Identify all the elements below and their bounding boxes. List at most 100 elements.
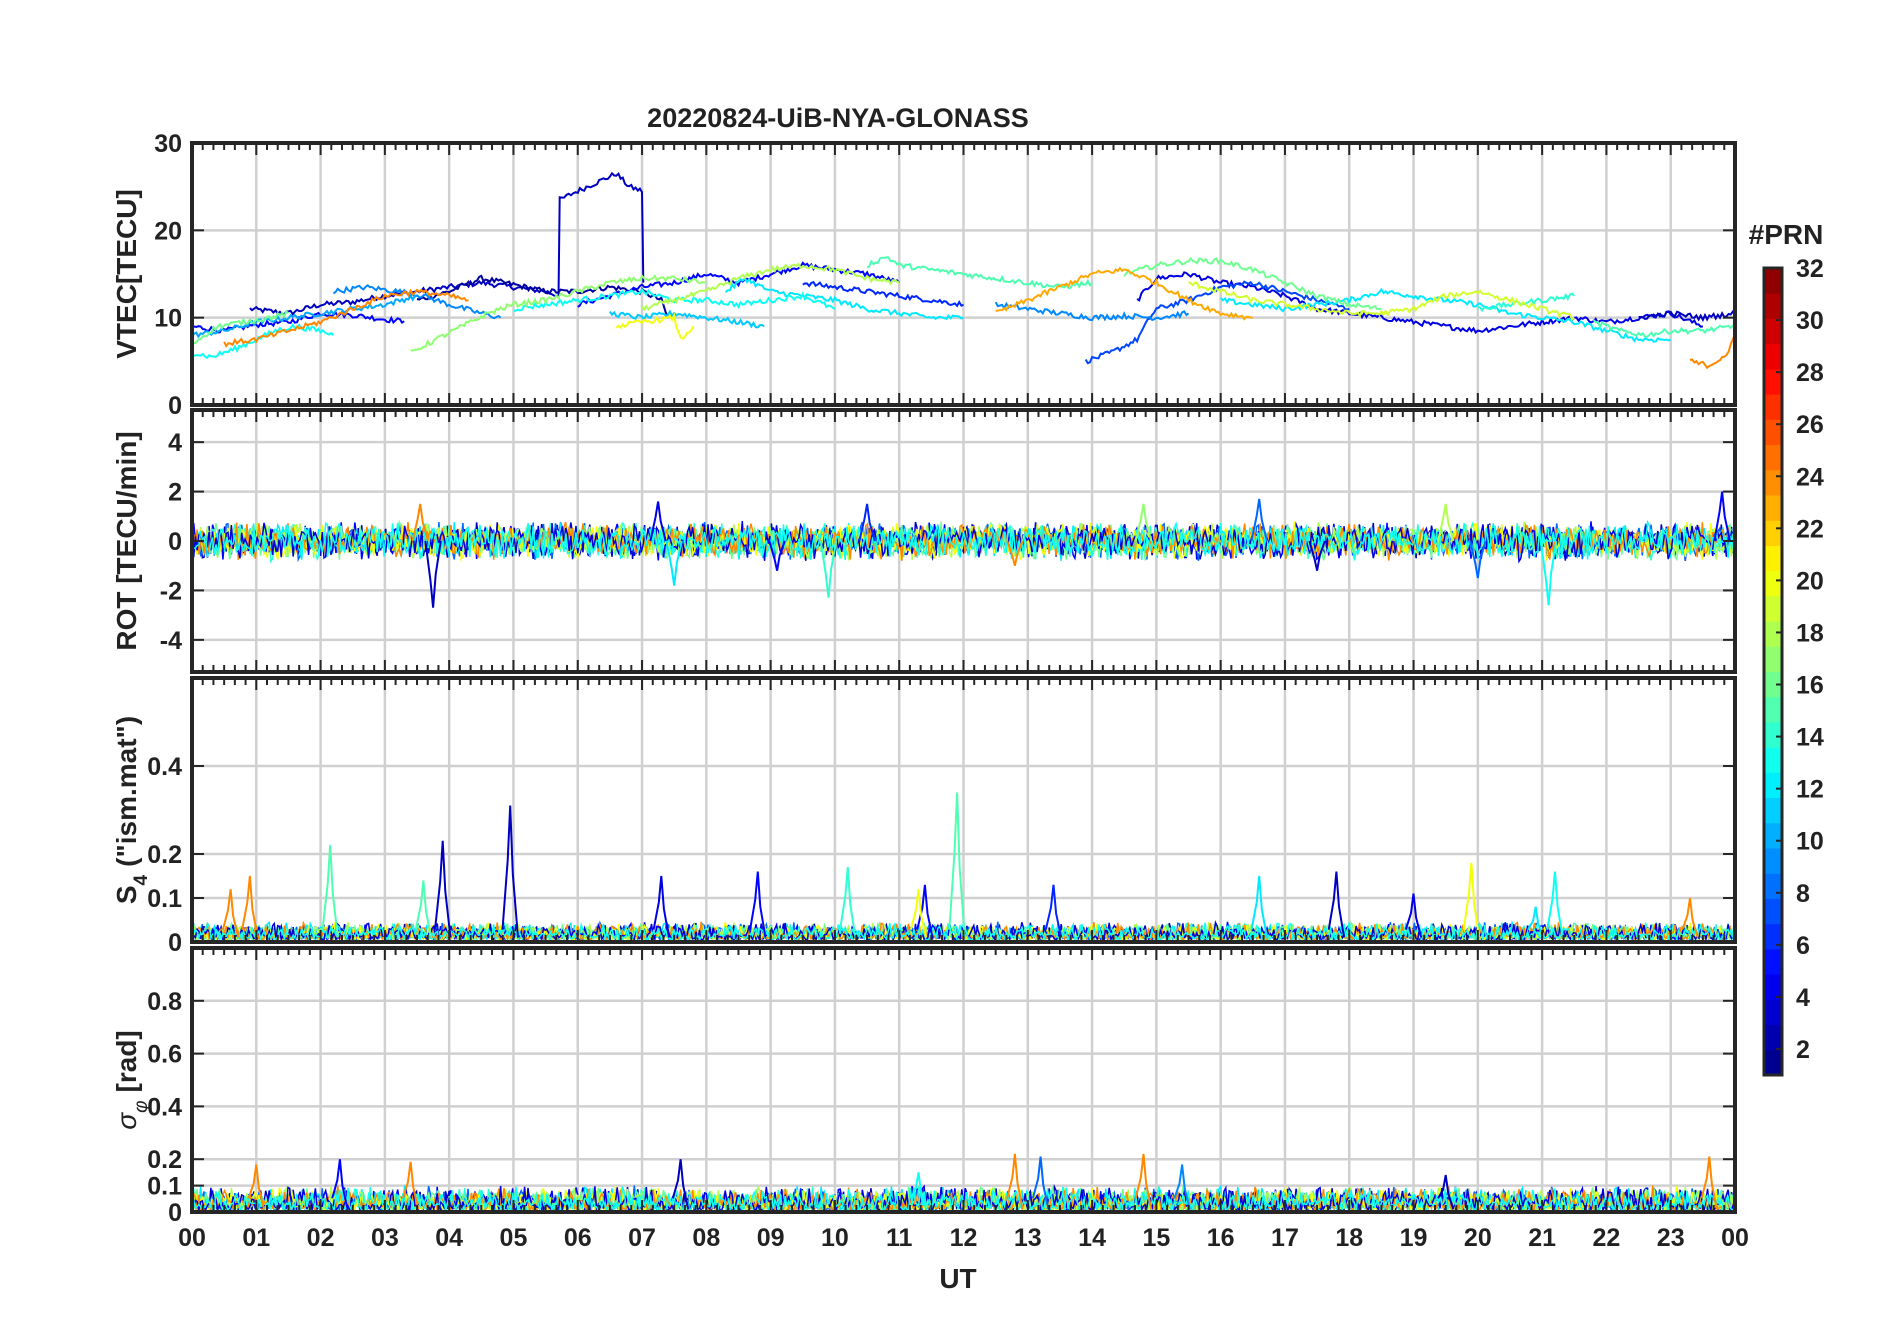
x-tick-label: 02 xyxy=(307,1224,335,1252)
series-prn-13 xyxy=(192,519,1735,561)
x-tick-label: 00 xyxy=(178,1224,206,1252)
spike-prn-24 xyxy=(1006,1153,1024,1210)
spike-prn-15 xyxy=(414,880,433,938)
series-prn-24 xyxy=(1689,334,1735,370)
series-prn-9 xyxy=(994,301,1190,322)
colorbar-segment xyxy=(1764,293,1782,319)
spike-prn-24 xyxy=(241,875,259,938)
x-tick-label: 11 xyxy=(886,1224,913,1252)
colorbar-segment xyxy=(1764,520,1782,546)
panel-s4: 0 0.1 0.2 0.4S4("ism.mat") xyxy=(111,676,1737,957)
y-tick-label: -2 xyxy=(160,577,182,605)
spike-prn-24 xyxy=(1700,1156,1718,1210)
spike-prn-24 xyxy=(247,1164,265,1210)
series-prn-16 xyxy=(192,309,290,345)
spike-prn-24 xyxy=(1134,1153,1153,1210)
spike-prn-4 xyxy=(652,875,670,938)
series-prn-3 xyxy=(1638,310,1735,323)
colorbar-segment xyxy=(1764,469,1782,496)
series-prn-12 xyxy=(724,276,964,321)
y-axis-label-rot: ROT [TECU/min] xyxy=(111,431,142,650)
x-tick-label: 20 xyxy=(1464,1224,1492,1252)
y-tick-label: 0.6 xyxy=(147,1041,182,1069)
spike-prn-24 xyxy=(401,1161,420,1210)
y-tick-label: 0.2 xyxy=(147,1146,182,1174)
series-prn-5 xyxy=(192,310,405,334)
y-tick-label: 0.1 xyxy=(147,885,182,913)
colorbar-segment xyxy=(1764,268,1782,294)
colorbar-tick-label: 28 xyxy=(1796,359,1824,387)
spike-prn-18 xyxy=(1437,503,1455,542)
colorbar-segment xyxy=(1764,696,1782,723)
spike-prn-15 xyxy=(321,845,339,938)
spike-prn-5 xyxy=(331,1159,349,1210)
series-prn-6 xyxy=(802,280,964,308)
x-tick-label: 05 xyxy=(500,1224,528,1252)
x-tick-label: 16 xyxy=(1207,1224,1235,1252)
spike-prn-5 xyxy=(1713,491,1731,542)
spike-prn-24 xyxy=(1006,540,1024,566)
x-tick-label: 23 xyxy=(1657,1224,1685,1252)
x-tick-label: 18 xyxy=(1335,1224,1363,1252)
colorbar-segment xyxy=(1764,394,1782,420)
spike-prn-5 xyxy=(749,871,767,938)
spike-prn-3 xyxy=(1437,1174,1455,1210)
colorbar-segment xyxy=(1764,595,1782,622)
colorbar-tick-label: 4 xyxy=(1796,984,1810,1012)
x-ticks xyxy=(191,678,1736,942)
x-tick-label: 03 xyxy=(371,1224,399,1252)
spike-prn-15 xyxy=(948,792,966,938)
series-prn-13 xyxy=(513,287,836,312)
colorbar-segment xyxy=(1764,848,1782,874)
x-tick-label: 09 xyxy=(757,1224,785,1252)
y-tick-label: 0.8 xyxy=(147,988,182,1016)
series-prn-24 xyxy=(223,288,469,348)
x-tick-label: 21 xyxy=(1528,1224,1556,1252)
spike-prn-13 xyxy=(1539,540,1558,606)
x-tick-label: 07 xyxy=(628,1224,656,1252)
colorbar-segment xyxy=(1764,646,1782,672)
colorbar-segment xyxy=(1764,419,1782,446)
panel-rot: -4 -2 0 2 4 ROT [TECU/min] xyxy=(111,408,1737,674)
colorbar-segment xyxy=(1764,671,1782,698)
colorbar-segment xyxy=(1764,923,1782,950)
y-tick-label: 0 xyxy=(168,392,182,420)
spike-prn-14 xyxy=(839,867,857,938)
colorbar-tick-label: 20 xyxy=(1796,567,1824,595)
x-tick-label: 10 xyxy=(821,1224,849,1252)
spike-prn-3 xyxy=(1327,871,1346,938)
colorbar-title: #PRN xyxy=(1749,219,1824,250)
spike-prn-4 xyxy=(649,501,667,542)
series-prn-3 xyxy=(249,171,645,316)
x-ticks xyxy=(191,948,1736,1212)
series-prn-19 xyxy=(1188,281,1575,322)
y-tick-label: 4 xyxy=(168,429,182,457)
series-prn-20 xyxy=(615,312,695,340)
spike-prn-12 xyxy=(1250,875,1268,938)
colorbar-segment xyxy=(1764,494,1782,521)
y-tick-label: 2 xyxy=(168,479,182,507)
spike-prn-8 xyxy=(1031,1156,1050,1210)
colorbar-tick-label: 16 xyxy=(1796,672,1824,700)
colorbar-segment xyxy=(1764,318,1782,345)
x-tick-label: 00 xyxy=(1721,1224,1749,1252)
y-tick-label: 0.4 xyxy=(147,1093,182,1121)
chart-title: 20220824-UiB-NYA-GLONASS xyxy=(647,103,1029,133)
colorbar-segment xyxy=(1764,873,1782,899)
series-prn-15 xyxy=(866,256,1093,290)
colorbar-segment xyxy=(1764,444,1782,471)
colorbar-tick-label: 18 xyxy=(1796,619,1824,647)
x-tick-label: 06 xyxy=(564,1224,592,1252)
series-prn-5 xyxy=(577,261,900,308)
plot-area-rot xyxy=(192,491,1735,608)
spike-prn-13 xyxy=(1546,871,1564,938)
spike-prn-20 xyxy=(909,889,928,938)
spike-prn-3 xyxy=(671,1159,690,1210)
spike-prn-12 xyxy=(1527,906,1545,938)
spike-prn-4 xyxy=(1404,893,1423,938)
colorbar-tick-label: 30 xyxy=(1796,307,1824,335)
panel-sigma: 00.10.2 0.4 0.6 0.8 σφ[rad] 00 01 02 03 04 05 06 07 0… xyxy=(111,946,1749,1252)
y-tick-label: 10 xyxy=(154,305,182,333)
colorbar-segment xyxy=(1764,948,1782,975)
